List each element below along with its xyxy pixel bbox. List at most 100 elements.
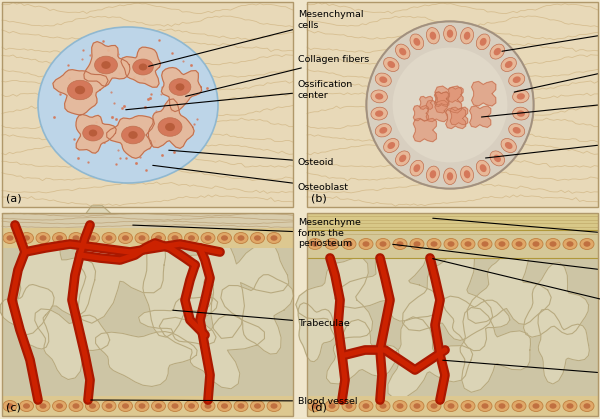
Ellipse shape bbox=[430, 170, 436, 178]
Text: Mesenchyme
forms the
periosteum: Mesenchyme forms the periosteum bbox=[133, 218, 361, 248]
Ellipse shape bbox=[311, 241, 319, 247]
Bar bbox=[2, 213, 293, 416]
Ellipse shape bbox=[512, 127, 521, 134]
Ellipse shape bbox=[133, 59, 153, 75]
Ellipse shape bbox=[254, 403, 261, 409]
Ellipse shape bbox=[139, 403, 146, 409]
Ellipse shape bbox=[517, 93, 525, 100]
Polygon shape bbox=[190, 219, 289, 339]
Polygon shape bbox=[460, 308, 530, 392]
Ellipse shape bbox=[413, 164, 420, 172]
Ellipse shape bbox=[254, 235, 261, 241]
Polygon shape bbox=[470, 106, 491, 127]
Bar bbox=[2, 2, 293, 207]
Ellipse shape bbox=[410, 34, 424, 50]
Ellipse shape bbox=[583, 241, 590, 247]
Bar bbox=[307, 213, 598, 230]
Ellipse shape bbox=[461, 166, 473, 182]
Polygon shape bbox=[53, 70, 108, 115]
Ellipse shape bbox=[529, 401, 543, 411]
Ellipse shape bbox=[36, 401, 50, 411]
Ellipse shape bbox=[583, 403, 590, 409]
Ellipse shape bbox=[427, 238, 441, 249]
Text: Osteoblast: Osteoblast bbox=[514, 62, 600, 92]
Ellipse shape bbox=[482, 403, 488, 409]
Ellipse shape bbox=[566, 403, 574, 409]
Ellipse shape bbox=[399, 48, 406, 55]
Ellipse shape bbox=[89, 129, 97, 137]
Ellipse shape bbox=[251, 401, 265, 411]
Ellipse shape bbox=[135, 233, 149, 243]
Ellipse shape bbox=[461, 28, 473, 44]
Ellipse shape bbox=[413, 38, 420, 46]
Polygon shape bbox=[95, 331, 197, 386]
Polygon shape bbox=[139, 297, 218, 344]
Ellipse shape bbox=[580, 238, 594, 249]
Ellipse shape bbox=[122, 235, 129, 241]
Ellipse shape bbox=[393, 401, 407, 411]
Polygon shape bbox=[538, 309, 589, 384]
Ellipse shape bbox=[325, 401, 339, 411]
Ellipse shape bbox=[517, 110, 525, 117]
Ellipse shape bbox=[188, 403, 195, 409]
Ellipse shape bbox=[86, 233, 100, 243]
Ellipse shape bbox=[19, 233, 34, 243]
Ellipse shape bbox=[40, 235, 47, 241]
Ellipse shape bbox=[495, 401, 509, 411]
Ellipse shape bbox=[106, 235, 113, 241]
Ellipse shape bbox=[512, 238, 526, 249]
Polygon shape bbox=[107, 116, 154, 158]
Ellipse shape bbox=[362, 403, 370, 409]
Ellipse shape bbox=[478, 238, 492, 249]
Ellipse shape bbox=[490, 151, 505, 166]
Polygon shape bbox=[472, 81, 496, 106]
Ellipse shape bbox=[495, 238, 509, 249]
Ellipse shape bbox=[383, 139, 399, 153]
Text: Ossification
center: Ossification center bbox=[126, 80, 353, 110]
Polygon shape bbox=[413, 118, 436, 142]
Ellipse shape bbox=[448, 403, 455, 409]
Ellipse shape bbox=[375, 93, 383, 100]
Ellipse shape bbox=[427, 401, 441, 411]
Polygon shape bbox=[335, 239, 442, 321]
Ellipse shape bbox=[515, 241, 523, 247]
Ellipse shape bbox=[464, 403, 472, 409]
Bar bbox=[307, 230, 598, 258]
Ellipse shape bbox=[533, 241, 539, 247]
Ellipse shape bbox=[3, 401, 17, 411]
Ellipse shape bbox=[501, 139, 517, 153]
Ellipse shape bbox=[67, 80, 92, 100]
Bar bbox=[307, 396, 598, 416]
Text: Osteocyte: Osteocyte bbox=[481, 98, 600, 117]
Ellipse shape bbox=[427, 28, 439, 44]
Ellipse shape bbox=[480, 38, 487, 46]
Polygon shape bbox=[78, 206, 166, 323]
Ellipse shape bbox=[461, 238, 475, 249]
Ellipse shape bbox=[89, 235, 96, 241]
Bar bbox=[307, 2, 598, 207]
Polygon shape bbox=[13, 217, 95, 336]
Ellipse shape bbox=[83, 125, 103, 141]
Ellipse shape bbox=[267, 401, 281, 411]
Ellipse shape bbox=[40, 403, 47, 409]
Ellipse shape bbox=[464, 241, 472, 247]
Ellipse shape bbox=[533, 403, 539, 409]
Text: (c): (c) bbox=[6, 402, 21, 412]
Ellipse shape bbox=[464, 170, 470, 178]
Ellipse shape bbox=[413, 403, 421, 409]
Ellipse shape bbox=[563, 238, 577, 249]
Ellipse shape bbox=[218, 233, 232, 243]
Ellipse shape bbox=[509, 124, 525, 137]
Ellipse shape bbox=[151, 233, 166, 243]
Ellipse shape bbox=[499, 241, 505, 247]
Polygon shape bbox=[523, 263, 589, 337]
Ellipse shape bbox=[155, 235, 162, 241]
Ellipse shape bbox=[383, 57, 399, 72]
Ellipse shape bbox=[379, 127, 388, 134]
Ellipse shape bbox=[501, 57, 517, 72]
Text: (b): (b) bbox=[311, 193, 327, 203]
Polygon shape bbox=[296, 258, 373, 339]
Ellipse shape bbox=[201, 233, 215, 243]
Ellipse shape bbox=[36, 233, 50, 243]
Polygon shape bbox=[446, 109, 466, 129]
